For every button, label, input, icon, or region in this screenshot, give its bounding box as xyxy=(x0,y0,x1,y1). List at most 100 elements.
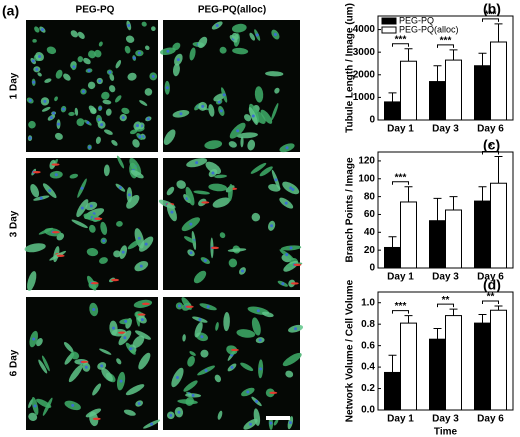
error-bar xyxy=(494,305,503,311)
cell xyxy=(250,162,267,174)
error-bar xyxy=(449,196,458,210)
significance-bracket xyxy=(482,18,499,22)
bar xyxy=(490,41,507,121)
cell xyxy=(185,186,195,206)
error-bar xyxy=(478,186,487,202)
cell xyxy=(125,384,145,396)
nucleus xyxy=(230,365,234,369)
cell xyxy=(38,227,53,235)
significance-label: *** xyxy=(395,172,407,183)
nucleus xyxy=(274,178,278,182)
cell xyxy=(231,23,247,33)
nucleus xyxy=(146,117,150,121)
nucleus xyxy=(175,376,179,380)
nucleus xyxy=(57,122,61,126)
nucleus xyxy=(294,327,298,331)
cell xyxy=(76,118,85,127)
nucleus xyxy=(201,104,205,108)
y-tick-label: 20 xyxy=(364,245,376,256)
bar xyxy=(490,309,507,411)
nucleus xyxy=(240,269,244,273)
cell xyxy=(113,250,121,258)
error-bar xyxy=(388,92,397,102)
nucleus xyxy=(211,171,215,175)
cell xyxy=(68,364,83,383)
cell xyxy=(260,109,273,124)
nucleus xyxy=(108,70,112,74)
cell xyxy=(204,140,223,150)
cell xyxy=(184,236,196,244)
nucleus xyxy=(270,224,274,228)
micrograph-background xyxy=(163,20,300,152)
cell xyxy=(215,322,219,331)
micrograph xyxy=(26,297,161,430)
nucleus xyxy=(206,305,210,309)
cell xyxy=(121,107,130,115)
cell xyxy=(87,81,96,90)
y-tick-label: 3000 xyxy=(353,47,376,58)
panel-label: (b) xyxy=(483,1,501,17)
y-tick-label: 0.6 xyxy=(361,340,375,351)
cell xyxy=(116,155,125,169)
cell xyxy=(193,190,210,195)
cell xyxy=(228,258,238,268)
nucleus xyxy=(249,422,253,426)
cell xyxy=(68,111,75,117)
red-cell xyxy=(51,230,60,234)
nucleus xyxy=(219,109,223,113)
nucleus xyxy=(273,33,277,37)
cell xyxy=(141,21,147,27)
nucleus xyxy=(86,121,90,125)
cell xyxy=(259,166,273,177)
x-tick-label: Day 6 xyxy=(477,124,504,135)
red-cell xyxy=(290,282,299,285)
error-bar xyxy=(494,23,503,42)
nucleus xyxy=(100,123,104,127)
cell xyxy=(28,120,36,129)
cell xyxy=(274,87,280,94)
bar xyxy=(400,60,417,121)
y-tick-label: 0.8 xyxy=(361,319,375,330)
nucleus xyxy=(195,161,199,165)
cell xyxy=(189,351,196,356)
y-axis-label: Network Volume / Cell Volume xyxy=(345,279,356,422)
nucleus xyxy=(255,399,259,403)
cell xyxy=(182,334,186,342)
cell xyxy=(208,104,215,117)
panel-label: (d) xyxy=(483,277,501,293)
cell xyxy=(101,91,110,100)
cell xyxy=(144,88,153,96)
error-bar xyxy=(404,186,413,202)
cell xyxy=(99,348,112,355)
nucleus xyxy=(259,367,263,371)
nucleus xyxy=(222,93,226,97)
error-bar xyxy=(449,49,458,61)
red-cell xyxy=(51,163,60,166)
nucleus xyxy=(124,319,128,323)
cell xyxy=(103,129,113,135)
micrograph xyxy=(158,158,303,290)
cell xyxy=(115,95,122,103)
cell xyxy=(70,351,80,360)
bar xyxy=(445,209,462,269)
cell xyxy=(28,412,38,421)
cell xyxy=(268,183,281,192)
nucleus xyxy=(84,365,88,369)
cell xyxy=(213,93,225,102)
nucleus xyxy=(139,264,143,268)
nucleus xyxy=(203,259,207,263)
cell xyxy=(129,129,138,135)
legend-swatch xyxy=(381,17,397,25)
cell xyxy=(42,397,53,416)
cell xyxy=(37,72,42,77)
bar xyxy=(445,315,462,411)
cell xyxy=(217,410,223,420)
cell xyxy=(109,73,115,81)
nucleus xyxy=(43,99,47,103)
nucleus xyxy=(118,186,122,190)
nucleus xyxy=(100,364,104,368)
bar xyxy=(429,220,446,269)
cell xyxy=(124,45,131,54)
cell xyxy=(63,342,74,353)
red-cell xyxy=(56,254,65,257)
